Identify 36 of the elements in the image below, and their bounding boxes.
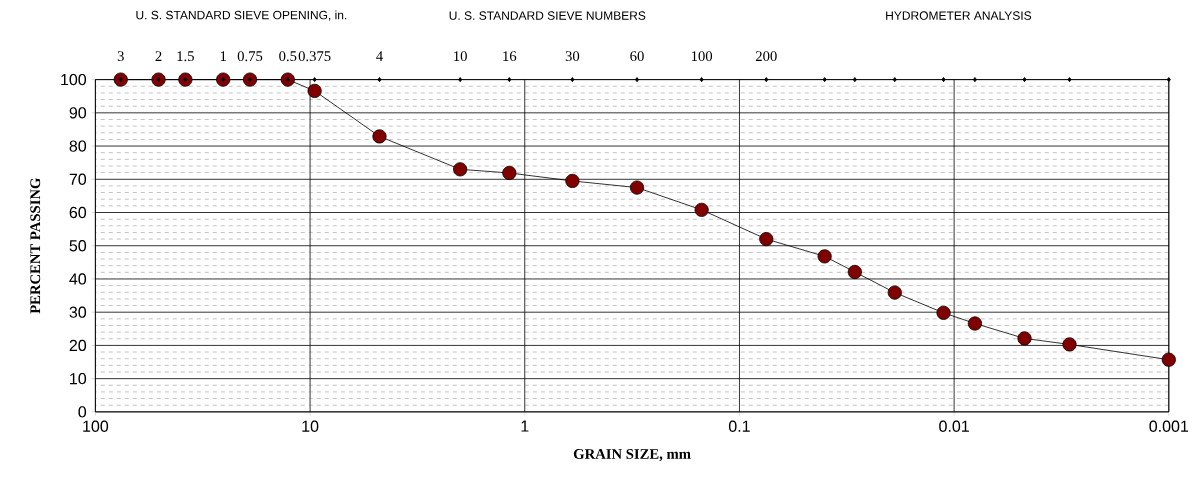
y-tick-label: 20 — [69, 339, 87, 352]
annotation: 0.75 — [237, 51, 263, 62]
annotation: 100 — [691, 51, 713, 62]
annotation: 1.5 — [177, 51, 194, 62]
annotation: 200 — [755, 51, 777, 62]
y-tick-label: 30 — [69, 306, 87, 318]
y-tick-label: 0 — [78, 406, 87, 418]
annotation: 16 — [503, 51, 517, 62]
y-tick-label: 40 — [69, 273, 87, 285]
x-axis-title: GRAIN SIZE, mm — [573, 449, 691, 462]
x-tick-label: 0.01 — [939, 420, 969, 432]
y-tick-label: 80 — [69, 140, 87, 152]
y-tick-label: 100 — [61, 73, 87, 86]
y-axis-title: PERCENT PASSING — [30, 178, 41, 314]
x-tick-label: 0.001 — [1149, 420, 1189, 432]
y-tick-label: 10 — [70, 372, 87, 385]
annotation: 60 — [630, 51, 644, 62]
x-tick-label: 100 — [83, 420, 109, 432]
y-tick-label: 50 — [69, 240, 87, 252]
y-tick-label: 70 — [69, 173, 87, 185]
x-tick-label: 10 — [302, 420, 319, 432]
annotation: 1 — [220, 51, 226, 61]
annotation: 0.375 — [298, 51, 331, 62]
annotation: 3 — [117, 51, 124, 62]
x-tick-label: 0.1 — [728, 420, 750, 432]
text: U. S. STANDARD SIEVE NUMBERS — [449, 11, 646, 20]
annotation: 30 — [565, 51, 580, 62]
y-tick-label: 60 — [69, 206, 87, 219]
y-tick-label: 90 — [69, 107, 87, 119]
text: HYDROMETER ANALYSIS — [886, 11, 1032, 20]
annotation: 10 — [454, 51, 467, 62]
annotation: 2 — [155, 51, 162, 61]
annotation: 4 — [376, 51, 383, 61]
text: U. S. STANDARD SIEVE OPENING, in. — [136, 10, 347, 21]
annotation: 0.5 — [279, 51, 297, 62]
x-tick-label: 1 — [521, 420, 529, 432]
